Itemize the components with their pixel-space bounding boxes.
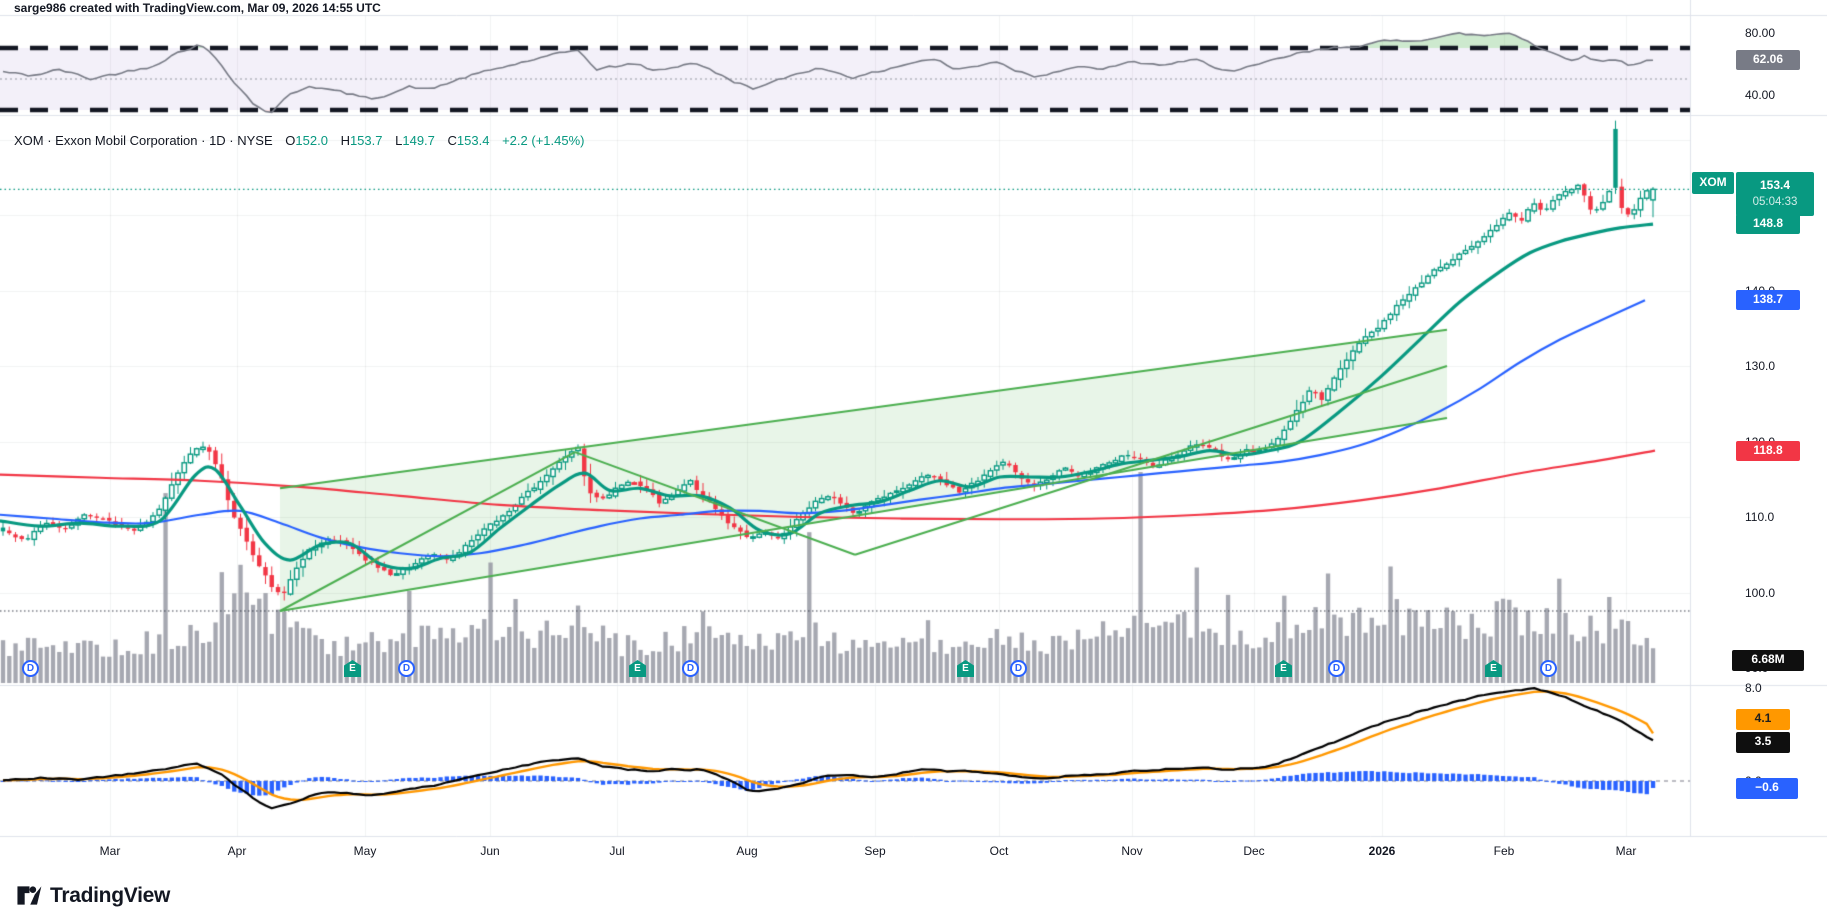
price-axis-tick: 110.0 — [1745, 510, 1775, 524]
dividend-marker[interactable]: D — [1328, 660, 1345, 677]
earnings-marker[interactable]: E — [1485, 660, 1502, 677]
price-axis-tick: 130.0 — [1745, 359, 1776, 373]
dividend-marker[interactable]: D — [1010, 660, 1027, 677]
close-value: 153.4 — [456, 133, 490, 148]
dividend-marker[interactable]: D — [398, 660, 415, 677]
high-label: H — [340, 133, 350, 148]
macd-signal-badge: 4.1 — [1736, 708, 1790, 730]
open-value: 152.0 — [295, 133, 328, 148]
dividend-marker[interactable]: D — [682, 660, 699, 677]
time-axis-label: May — [353, 844, 377, 858]
time-axis-label: Sep — [864, 844, 886, 858]
time-axis-label: Mar — [99, 844, 121, 858]
time-axis-label: Apr — [227, 844, 247, 858]
earnings-marker[interactable]: E — [344, 660, 361, 677]
rsi-value-badge: 62.06 — [1736, 50, 1800, 70]
tradingview-logo-text: TradingView — [50, 883, 171, 907]
time-axis-label: Jun — [480, 844, 500, 858]
low-value: 149.7 — [402, 133, 435, 148]
time-axis-label: Aug — [736, 844, 758, 858]
ma-mid-badge: 138.7 — [1736, 290, 1800, 310]
low-label: L — [395, 133, 403, 148]
volume-value-badge: 6.68M — [1732, 649, 1804, 671]
last-price-badge: 153.4 05:04:33 — [1736, 172, 1814, 216]
high-value: 153.7 — [349, 133, 383, 148]
symbol-legend[interactable]: XOM · Exxon Mobil Corporation · 1D · NYS… — [14, 133, 584, 148]
price-axis-tick: 100.0 — [1745, 585, 1776, 600]
tradingview-logo-icon — [17, 886, 42, 905]
ma-fast-badge: 148.8 — [1736, 214, 1800, 234]
chart-attribution: sarge986 created with TradingView.com, M… — [14, 1, 381, 15]
time-axis-label: Jul — [609, 844, 625, 858]
close-label: C — [447, 133, 457, 148]
time-axis-label: Oct — [989, 844, 1009, 858]
dividend-marker[interactable]: D — [22, 660, 39, 677]
macd-hist-badge: −0.6 — [1736, 777, 1798, 799]
symbol-flag-badge: XOM — [1692, 172, 1734, 194]
dividend-marker[interactable]: D — [1540, 660, 1557, 677]
time-axis[interactable] — [0, 836, 1827, 872]
earnings-marker[interactable]: E — [1275, 660, 1292, 677]
change-value: +2.2 (+1.45%) — [502, 133, 585, 148]
rsi-axis-tick: 40.00 — [1745, 87, 1776, 102]
time-axis-label: Mar — [1615, 844, 1637, 858]
ma-slow-badge: 118.8 — [1736, 441, 1800, 461]
earnings-marker[interactable]: E — [957, 660, 974, 677]
macd-axis-tick: 8.0 — [1745, 681, 1762, 695]
macd-value-badge: 3.5 — [1736, 731, 1790, 753]
time-axis-label: Nov — [1121, 844, 1143, 858]
time-axis-label: Dec — [1243, 844, 1265, 858]
time-axis-label: Feb — [1493, 844, 1515, 858]
open-label: O — [285, 133, 296, 148]
rsi-axis-tick: 80.00 — [1745, 25, 1776, 40]
symbol-title[interactable]: XOM · Exxon Mobil Corporation · 1D · NYS… — [14, 133, 273, 148]
earnings-marker[interactable]: E — [629, 660, 646, 677]
tradingview-logo[interactable]: TradingView — [16, 882, 170, 909]
time-axis-label: 2026 — [1368, 844, 1396, 858]
